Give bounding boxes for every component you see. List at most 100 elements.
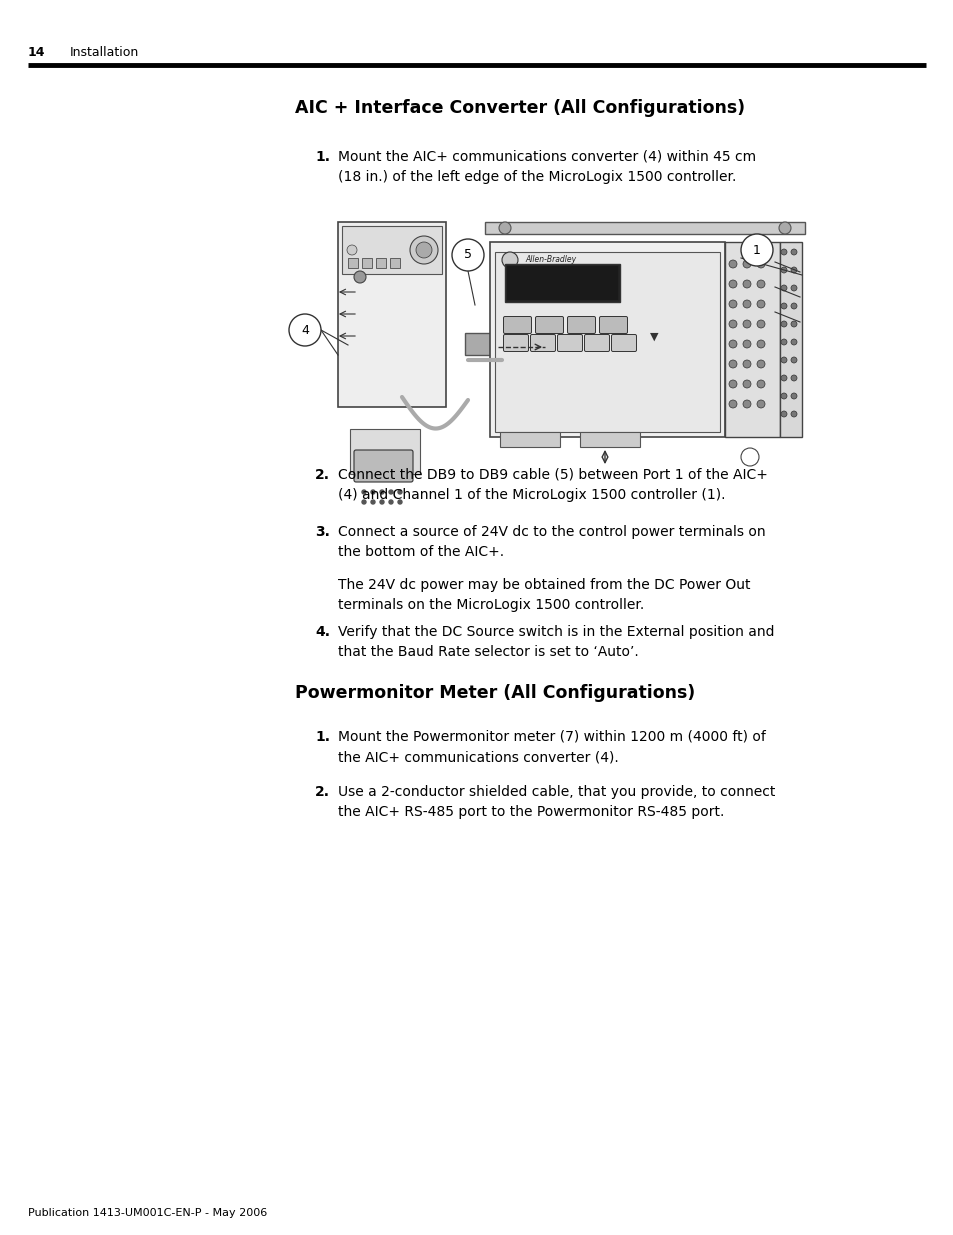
FancyBboxPatch shape [567,316,595,333]
Circle shape [389,490,393,494]
Circle shape [452,240,483,270]
Bar [579,432,639,447]
Circle shape [361,500,366,504]
Circle shape [781,411,786,417]
Bar [390,258,399,268]
Text: Mount the AIC+ communications converter (4) within 45 cm
(18 in.) of the left ed: Mount the AIC+ communications converter … [337,149,756,184]
Circle shape [728,261,737,268]
Circle shape [371,490,375,494]
Circle shape [757,340,764,348]
Circle shape [757,261,764,268]
Bar [490,242,724,437]
Circle shape [379,500,384,504]
Circle shape [379,490,384,494]
Circle shape [728,340,737,348]
Circle shape [740,233,772,266]
Circle shape [757,400,764,408]
Circle shape [790,411,796,417]
FancyBboxPatch shape [557,335,582,352]
Circle shape [779,222,790,233]
Circle shape [416,242,432,258]
Text: Use a 2-conductor shielded cable, that you provide, to connect
the AIC+ RS-485 p: Use a 2-conductor shielded cable, that y… [337,785,775,819]
Bar [495,252,720,432]
Text: ▼: ▼ [649,332,658,342]
Circle shape [389,500,393,504]
Bar [504,264,619,303]
Text: 2.: 2. [314,785,330,799]
Circle shape [790,375,796,382]
Bar [375,258,386,268]
Circle shape [728,380,737,388]
FancyBboxPatch shape [354,450,413,482]
Circle shape [790,267,796,273]
Text: Mount the Powermonitor meter (7) within 1200 m (4000 ft) of
the AIC+ communicati: Mount the Powermonitor meter (7) within … [337,730,765,764]
FancyBboxPatch shape [503,316,531,333]
Circle shape [757,320,764,329]
Circle shape [397,490,401,494]
Circle shape [781,321,786,327]
Circle shape [781,393,786,399]
Text: Powermonitor Meter (All Configurations): Powermonitor Meter (All Configurations) [294,684,695,701]
Text: Connect a source of 24V dc to the control power terminals on
the bottom of the A: Connect a source of 24V dc to the contro… [337,525,765,559]
Circle shape [742,261,750,268]
Text: The 24V dc power may be obtained from the DC Power Out
terminals on the MicroLog: The 24V dc power may be obtained from th… [337,578,750,613]
Bar [724,242,780,437]
Circle shape [397,500,401,504]
Bar [499,432,559,447]
Bar [361,258,372,268]
Circle shape [790,249,796,254]
Circle shape [742,400,750,408]
Circle shape [501,252,517,268]
Text: Allen-Bradley: Allen-Bradley [524,256,576,264]
Circle shape [757,280,764,288]
Text: Publication 1413-UM001C-EN-P - May 2006: Publication 1413-UM001C-EN-P - May 2006 [28,1208,267,1218]
Circle shape [289,314,320,346]
Circle shape [757,380,764,388]
Circle shape [742,320,750,329]
Text: AIC + Interface Converter (All Configurations): AIC + Interface Converter (All Configura… [294,99,744,117]
Circle shape [347,245,356,254]
Circle shape [757,359,764,368]
Bar [464,333,495,354]
Circle shape [781,267,786,273]
Text: 1: 1 [752,243,760,257]
Circle shape [728,320,737,329]
Circle shape [781,375,786,382]
Circle shape [790,303,796,309]
Circle shape [728,400,737,408]
Bar [350,429,419,474]
Circle shape [781,249,786,254]
Bar [337,222,446,408]
Circle shape [781,357,786,363]
Circle shape [728,300,737,308]
Text: 2.: 2. [314,468,330,482]
Text: Connect the DB9 to DB9 cable (5) between Port 1 of the AIC+
(4) and Channel 1 of: Connect the DB9 to DB9 cable (5) between… [337,468,767,503]
Text: 4.: 4. [314,625,330,638]
FancyBboxPatch shape [611,335,636,352]
Circle shape [742,280,750,288]
Circle shape [790,321,796,327]
Bar [484,222,804,233]
Circle shape [790,338,796,345]
FancyBboxPatch shape [503,335,528,352]
Text: 3.: 3. [314,525,330,538]
Circle shape [742,380,750,388]
Circle shape [790,393,796,399]
Circle shape [740,448,759,466]
Circle shape [361,490,366,494]
Circle shape [781,285,786,291]
Bar [348,258,357,268]
Bar [506,266,618,300]
Circle shape [781,338,786,345]
Circle shape [498,222,511,233]
Circle shape [742,300,750,308]
Circle shape [742,359,750,368]
FancyBboxPatch shape [584,335,609,352]
Circle shape [410,236,437,264]
Text: 1.: 1. [314,730,330,743]
Text: Verify that the DC Source switch is in the External position and
that the Baud R: Verify that the DC Source switch is in t… [337,625,774,659]
Circle shape [354,270,366,283]
Circle shape [790,357,796,363]
FancyBboxPatch shape [598,316,627,333]
Circle shape [781,303,786,309]
